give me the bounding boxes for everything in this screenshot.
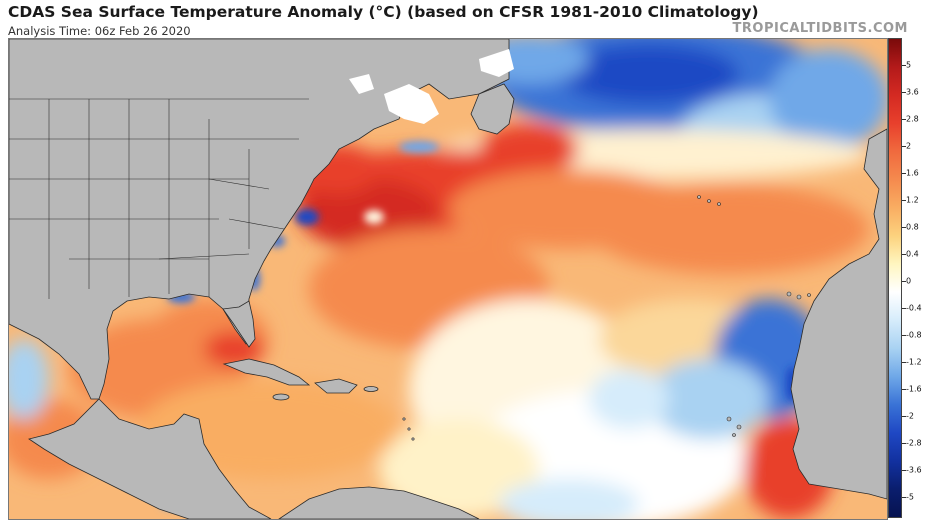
colorbar	[888, 38, 902, 518]
hispaniola-land	[314, 378, 358, 394]
colorbar-tick-label: -2.8	[906, 438, 922, 448]
colorbar-tick-label: -0.8	[906, 330, 922, 340]
africa-land	[790, 128, 887, 500]
colorbar-tick-label: 0	[906, 276, 912, 286]
colorbar-tick-label: 0.4	[906, 249, 919, 259]
south-america-land	[278, 486, 480, 519]
sea-ice	[349, 49, 514, 124]
colorbar-tick-label: -1.6	[906, 384, 922, 394]
analysis-time: Analysis Time: 06z Feb 26 2020	[8, 24, 191, 38]
colorbar-tick-label: 3.6	[906, 87, 919, 97]
colorbar-tick	[902, 119, 906, 120]
map-title: CDAS Sea Surface Temperature Anomaly (°C…	[8, 3, 759, 21]
colorbar-tick-label: -3.6	[906, 465, 922, 475]
colorbar-tick	[902, 227, 906, 228]
colorbar-labels: 5 3.6 2.8 2 1.6 1.2 0.8 0.4 0 -0.4 -0.8 -1.2 -1.6 -2 -…	[902, 38, 930, 518]
colorbar-tick	[902, 200, 906, 201]
colorbar-tick-label: 2	[906, 141, 912, 151]
puerto-rico-land	[363, 386, 379, 392]
colorbar-tick	[902, 92, 906, 93]
colorbar-tick	[902, 254, 906, 255]
colorbar-tick	[902, 416, 906, 417]
colorbar-tick	[902, 443, 906, 444]
colorbar-tick-label: 5	[906, 60, 912, 70]
colorbar-tick-label: -1.2	[906, 357, 922, 367]
sst-anomaly-map	[8, 38, 888, 520]
newfoundland-land	[470, 83, 515, 135]
colorbar-tick	[902, 389, 906, 390]
colorbar-tick-label: 1.6	[906, 168, 919, 178]
islands	[402, 195, 811, 441]
colorbar-tick-label: 0.8	[906, 222, 919, 232]
colorbar-tick	[902, 497, 906, 498]
colorbar-tick	[902, 362, 906, 363]
colorbar-tick-label: -0.4	[906, 303, 922, 313]
colorbar-tick-label: 2.8	[906, 114, 919, 124]
colorbar-tick-label: 1.2	[906, 195, 919, 205]
central-america-land	[28, 398, 272, 519]
colorbar-tick	[902, 65, 906, 66]
cuba-land	[222, 358, 311, 386]
florida-land	[222, 300, 256, 348]
colorbar-tick	[902, 146, 906, 147]
map-canvas	[9, 39, 887, 519]
site-credit: TROPICALTIDBITS.COM	[732, 21, 908, 36]
colorbar-tick-label: -5	[906, 492, 914, 502]
colorbar-tick	[902, 173, 906, 174]
jamaica-land	[272, 393, 290, 401]
colorbar-tick	[902, 308, 906, 309]
state-borders	[9, 98, 309, 299]
colorbar-tick-label: -2	[906, 411, 914, 421]
colorbar-tick	[902, 470, 906, 471]
colorbar-tick	[902, 335, 906, 336]
colorbar-tick	[902, 281, 906, 282]
